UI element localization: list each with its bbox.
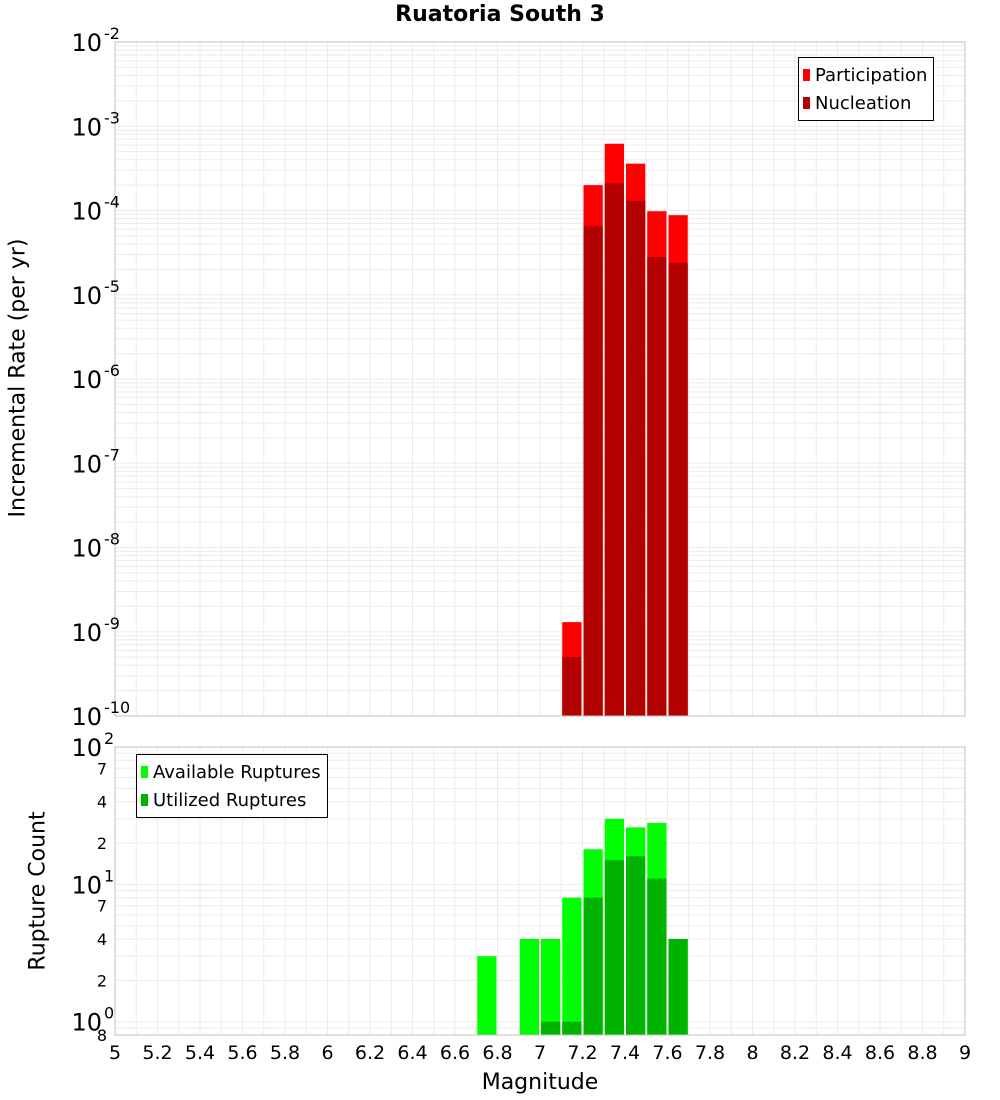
- x-tick-label: 5.6: [227, 1042, 257, 1064]
- bottom-bar-series1: [541, 939, 561, 1035]
- y-tick-label: 2: [97, 834, 107, 853]
- y-tick-label: 10: [71, 29, 102, 57]
- y-tick-label: 10: [71, 619, 102, 647]
- available-swatch: [141, 766, 148, 778]
- y-tick-label: 10: [71, 1009, 102, 1037]
- x-tick-label: 6.4: [397, 1042, 427, 1064]
- y-tick-label: 4: [97, 793, 107, 812]
- bottom-bar-series1: [477, 956, 497, 1035]
- bottom-bar-series2: [541, 1021, 561, 1035]
- bottom-legend: Available Ruptures Utilized Ruptures: [136, 754, 328, 818]
- x-tick-label: 6.6: [440, 1042, 470, 1064]
- top-y-axis-title: Incremental Rate (per yr): [5, 238, 31, 518]
- y-tick-exponent: -7: [104, 445, 120, 464]
- y-tick-exponent: -6: [104, 361, 120, 380]
- bottom-y-axis-title: Rupture Count: [25, 811, 51, 971]
- x-tick-label: 8.2: [780, 1042, 810, 1064]
- bottom-bar-series2: [647, 878, 667, 1035]
- y-tick-label: 2: [97, 971, 107, 990]
- y-tick-label: 10: [71, 535, 102, 563]
- bottom-bar-series2: [562, 1021, 582, 1035]
- top-panel-frame: [114, 41, 966, 717]
- top-panel-bars: [562, 143, 688, 717]
- x-tick-label: 6: [321, 1042, 333, 1064]
- legend-item-participation: Participation: [803, 61, 927, 89]
- bottom-bar-series2: [668, 939, 688, 1035]
- chart-title: Ruatoria South 3: [395, 2, 605, 27]
- y-tick-exponent: -2: [104, 24, 120, 43]
- x-tick-label: 8.8: [907, 1042, 937, 1064]
- y-tick-label: 10: [71, 366, 102, 394]
- y-tick-label: 10: [71, 734, 102, 762]
- x-tick-label: 5.8: [270, 1042, 300, 1064]
- utilized-swatch: [141, 794, 148, 806]
- x-tick-label: 8.4: [822, 1042, 852, 1064]
- y-tick-label: 10: [71, 113, 102, 141]
- y-tick-exponent: -5: [104, 277, 120, 296]
- x-tick-label: 5.4: [185, 1042, 215, 1064]
- top-bar-series2: [604, 183, 624, 716]
- x-tick-label: 8: [746, 1042, 758, 1064]
- x-tick-label: 7.4: [610, 1042, 640, 1064]
- y-tick-label: 10: [71, 871, 102, 899]
- y-tick-exponent: 0: [104, 1004, 114, 1023]
- x-axis-ticks: 5 5.2 5.4 5.6 5.8 6 6.2 6.4 6.6 6.8 7 7.2 7.4 7.6 7.8 8…: [109, 1042, 971, 1064]
- y-tick-exponent: -10: [104, 698, 130, 717]
- x-tick-label: 7.6: [652, 1042, 682, 1064]
- x-tick-label: 5: [109, 1042, 121, 1064]
- x-tick-label: 6.2: [355, 1042, 385, 1064]
- legend-item-utilized: Utilized Ruptures: [141, 786, 321, 814]
- top-bar-series2: [647, 257, 667, 716]
- x-tick-label: 8.6: [865, 1042, 895, 1064]
- bottom-bar-series2: [583, 897, 603, 1035]
- nucleation-swatch: [803, 97, 810, 109]
- bottom-panel-frame: [114, 746, 966, 1036]
- x-tick-label: 6.8: [482, 1042, 512, 1064]
- y-tick-exponent: -3: [104, 108, 120, 127]
- top-bar-series2: [626, 200, 646, 716]
- y-tick-exponent: -9: [104, 614, 120, 633]
- y-tick-label: 10: [71, 450, 102, 478]
- bottom-bar-series2: [626, 856, 646, 1035]
- legend-item-nucleation: Nucleation: [803, 89, 927, 117]
- y-tick-exponent: -8: [104, 530, 120, 549]
- y-tick-label: 10: [71, 198, 102, 226]
- top-bar-series2: [668, 262, 688, 716]
- bottom-bar-series2: [604, 860, 624, 1035]
- x-tick-label: 5.2: [142, 1042, 172, 1064]
- y-tick-exponent: 1: [104, 866, 114, 885]
- top-bar-series2: [583, 226, 603, 716]
- y-tick-label: 4: [97, 930, 107, 949]
- y-tick-label: 8: [97, 1026, 107, 1045]
- y-tick-exponent: -4: [104, 193, 120, 212]
- legend-label-utilized: Utilized Ruptures: [153, 789, 307, 811]
- x-tick-label: 9: [959, 1042, 971, 1064]
- x-tick-label: 7.8: [695, 1042, 725, 1064]
- legend-label-nucleation: Nucleation: [815, 92, 912, 114]
- y-tick-label: 10: [71, 282, 102, 310]
- y-tick-label: 10: [71, 703, 102, 731]
- y-tick-exponent: 2: [104, 729, 114, 748]
- participation-swatch: [803, 69, 810, 81]
- top-bar-series2: [562, 657, 582, 716]
- x-tick-label: 7: [534, 1042, 546, 1064]
- bottom-panel-bars: [477, 818, 688, 1035]
- y-tick-label: 7: [97, 759, 107, 778]
- x-axis-title: Magnitude: [481, 1070, 599, 1095]
- legend-label-participation: Participation: [815, 64, 928, 86]
- legend-label-available: Available Ruptures: [153, 761, 321, 783]
- bottom-bar-series1: [519, 939, 539, 1035]
- y-tick-label: 7: [97, 897, 107, 916]
- top-panel-grid: [114, 41, 966, 717]
- legend-item-available: Available Ruptures: [141, 758, 321, 786]
- x-tick-label: 7.2: [567, 1042, 597, 1064]
- top-legend: Participation Nucleation: [798, 57, 935, 121]
- bottom-bar-series1: [562, 897, 582, 1035]
